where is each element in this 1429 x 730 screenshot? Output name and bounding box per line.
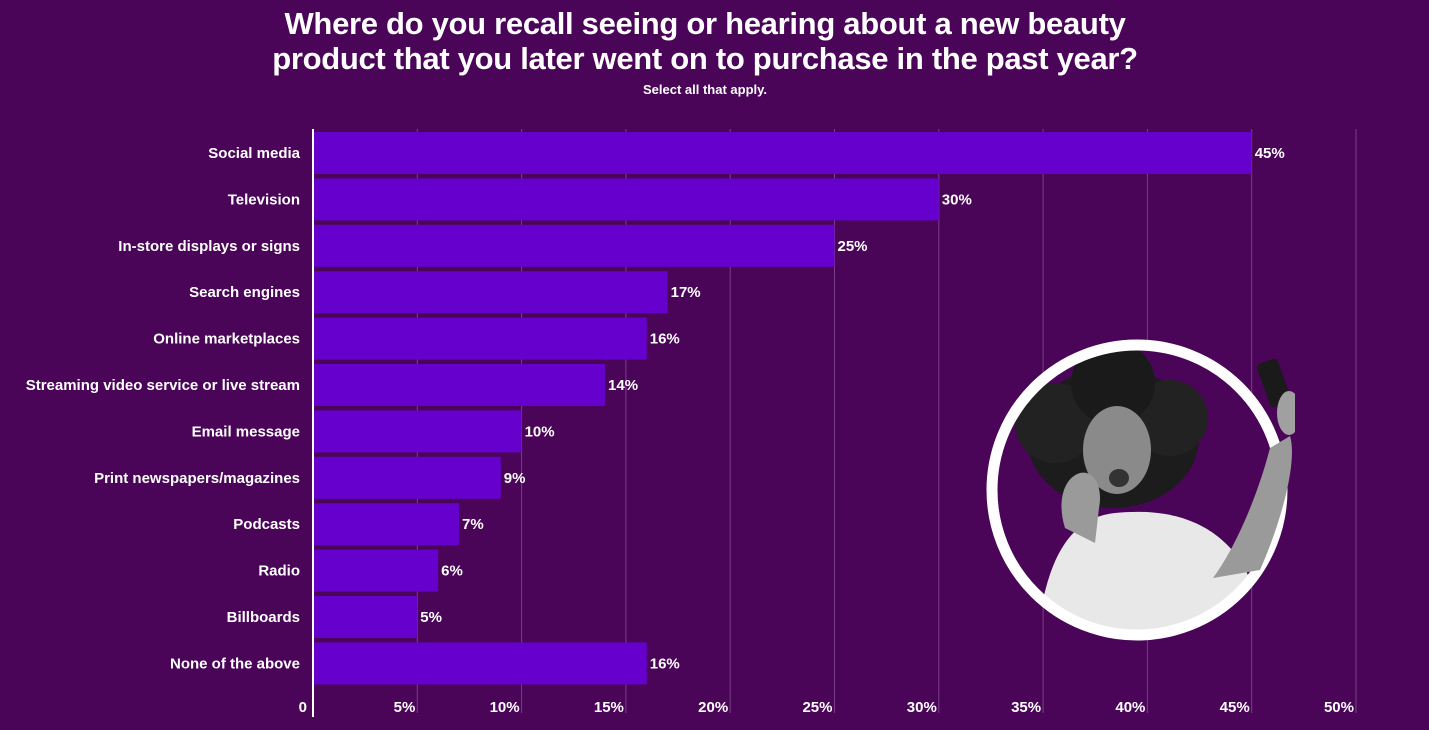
value-label: 30% bbox=[942, 191, 972, 208]
x-tick-label: 50% bbox=[1324, 699, 1354, 716]
x-tick-label: 10% bbox=[490, 699, 520, 716]
bar bbox=[313, 549, 439, 592]
x-tick-label: 40% bbox=[1115, 699, 1145, 716]
bar bbox=[313, 456, 501, 499]
category-label: Search engines bbox=[189, 284, 300, 301]
bar bbox=[313, 596, 418, 638]
category-label: Streaming video service or live stream bbox=[26, 377, 300, 394]
bar bbox=[313, 642, 647, 685]
chart-title: Where do you recall seeing or hearing ab… bbox=[0, 6, 1410, 76]
value-label: 16% bbox=[650, 655, 680, 672]
value-label: 45% bbox=[1255, 145, 1285, 162]
chart-title-line-2: product that you later went on to purcha… bbox=[272, 41, 1138, 76]
chart-title-line-1: Where do you recall seeing or hearing ab… bbox=[284, 6, 1126, 41]
bar bbox=[313, 317, 647, 360]
category-label: Television bbox=[228, 191, 300, 208]
bar bbox=[313, 364, 606, 406]
x-tick-label: 15% bbox=[594, 699, 624, 716]
value-label: 5% bbox=[420, 609, 442, 626]
category-label: None of the above bbox=[170, 655, 300, 672]
value-label: 7% bbox=[462, 516, 484, 533]
value-label: 14% bbox=[608, 377, 638, 394]
woman-selfie-illustration bbox=[986, 339, 1301, 641]
x-tick-label: 25% bbox=[802, 699, 832, 716]
category-label: Social media bbox=[208, 145, 300, 162]
value-label: 25% bbox=[838, 238, 868, 255]
x-tick-label: 35% bbox=[1011, 699, 1041, 716]
bar bbox=[313, 410, 522, 453]
value-label: 6% bbox=[441, 563, 463, 580]
category-label: Billboards bbox=[227, 609, 300, 626]
value-label: 17% bbox=[671, 284, 701, 301]
category-label: In-store displays or signs bbox=[118, 238, 300, 255]
category-label: Radio bbox=[258, 563, 300, 580]
bar bbox=[313, 178, 939, 221]
x-tick-label: 20% bbox=[698, 699, 728, 716]
category-label: Online marketplaces bbox=[153, 331, 300, 348]
selfie-photo bbox=[985, 338, 1301, 648]
value-label: 16% bbox=[650, 331, 680, 348]
x-tick-label: 0 bbox=[299, 699, 307, 716]
category-label: Print newspapers/magazines bbox=[94, 470, 300, 487]
x-tick-label: 30% bbox=[907, 699, 937, 716]
x-tick-label: 5% bbox=[394, 699, 416, 716]
value-label: 10% bbox=[525, 423, 555, 440]
chart-subtitle: Select all that apply. bbox=[642, 82, 768, 97]
value-label: 9% bbox=[504, 470, 526, 487]
bar bbox=[313, 132, 1252, 174]
x-tick-label: 45% bbox=[1220, 699, 1250, 716]
bar bbox=[313, 224, 835, 267]
bar bbox=[313, 271, 668, 314]
category-label: Podcasts bbox=[233, 516, 300, 533]
bar bbox=[313, 503, 460, 546]
category-label: Email message bbox=[192, 423, 300, 440]
